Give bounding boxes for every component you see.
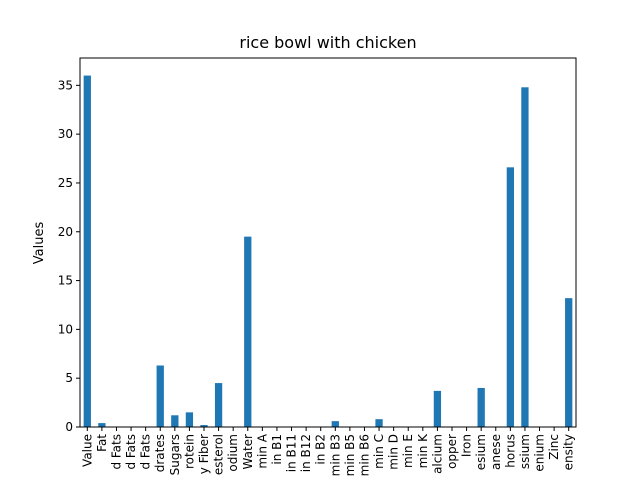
- bar-6: [171, 415, 179, 427]
- x-tick-label: in B11: [285, 434, 299, 472]
- x-tick-label: y Fiber: [197, 434, 211, 474]
- x-tick-label: enium: [533, 434, 547, 472]
- x-tick-label: min K: [416, 433, 430, 468]
- bar-24: [433, 390, 442, 427]
- x-tick-label: in B2: [314, 434, 328, 465]
- bar-11: [244, 236, 252, 427]
- chart-title: rice bowl with chicken: [239, 33, 416, 52]
- plot-frame: [79, 57, 577, 428]
- x-tick-label: min B5: [343, 434, 357, 476]
- y-tick-label: 0: [65, 420, 73, 434]
- y-axis-ticks: 0 5 10 15 20 25 30 35: [58, 78, 80, 434]
- x-tick-label: Fat: [95, 434, 109, 452]
- y-axis-label: Values: [32, 222, 47, 265]
- bars-group: [83, 75, 573, 427]
- x-tick-label: Iron: [460, 434, 474, 457]
- x-tick-label: Value: [80, 434, 94, 467]
- bar-7: [185, 412, 194, 427]
- x-tick-label: alcium: [430, 434, 444, 474]
- x-tick-label: ensity: [562, 434, 576, 470]
- x-tick-label: opper: [445, 434, 459, 469]
- x-tick-label: d Fats: [124, 434, 138, 470]
- bar-29: [506, 167, 514, 427]
- x-tick-label: horus: [503, 434, 517, 468]
- x-tick-label: ssium: [518, 434, 532, 469]
- bar-1: [98, 423, 106, 427]
- y-tick-label: 30: [58, 127, 73, 141]
- y-tick-label: 5: [65, 371, 73, 385]
- bar-20: [375, 419, 383, 427]
- x-tick-label: d Fats: [109, 434, 123, 470]
- y-tick-label: 15: [58, 274, 73, 288]
- x-tick-label: min C: [372, 434, 386, 469]
- x-tick-label: Zinc: [547, 434, 561, 460]
- x-tick-label: drates: [153, 434, 167, 472]
- x-tick-label: d Fats: [139, 434, 153, 470]
- x-tick-label: esium: [474, 434, 488, 470]
- bar-30: [521, 87, 529, 427]
- bar-33: [565, 298, 573, 427]
- bar-5: [156, 365, 164, 427]
- x-tick-label: min A: [255, 433, 269, 468]
- y-tick-label: 10: [58, 322, 73, 336]
- x-tick-label: esterol: [212, 434, 226, 475]
- x-tick-label: anese: [489, 434, 503, 470]
- x-tick-label: odium: [226, 434, 240, 472]
- bar-9: [214, 383, 223, 427]
- x-tick-label: min E: [401, 434, 415, 468]
- x-tick-label: Sugars: [168, 434, 182, 475]
- y-tick-label: 20: [58, 225, 73, 239]
- x-tick-label: min B3: [328, 434, 342, 476]
- x-tick-label: rotein: [182, 434, 196, 469]
- bar-17: [331, 421, 339, 427]
- x-tick-label: min B6: [357, 434, 371, 476]
- x-axis-ticks: Value Fat d Fats d Fats d Fats drates Sugars ro…: [80, 427, 576, 476]
- x-tick-label: Water: [241, 434, 255, 470]
- bar-27: [477, 387, 485, 427]
- bar-0: [83, 75, 91, 427]
- y-tick-label: 25: [58, 176, 73, 190]
- x-tick-label: min D: [387, 434, 401, 470]
- x-tick-label: in B12: [299, 434, 313, 472]
- x-tick-label: in B1: [270, 434, 284, 465]
- y-tick-label: 35: [58, 78, 73, 92]
- bar-8: [200, 425, 208, 427]
